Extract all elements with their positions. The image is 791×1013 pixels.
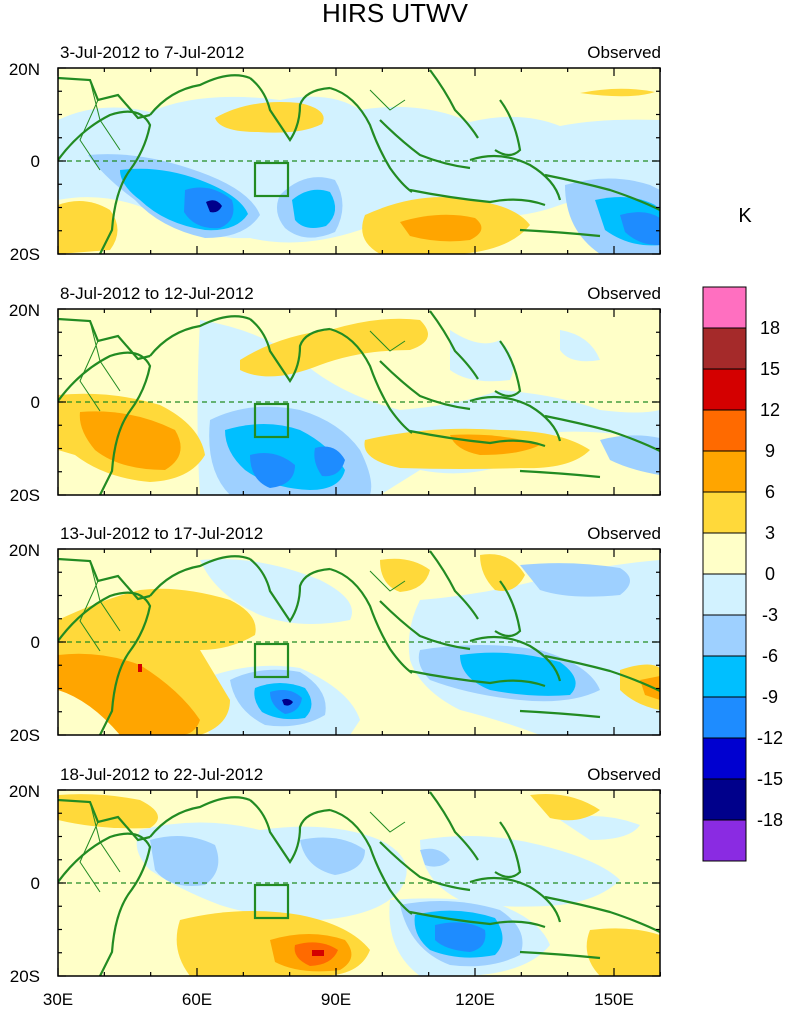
colorbar: 18 15 12 9 6 3 0 -3 -6 -9 -12 -15 -18	[702, 286, 783, 862]
panel-3: 13-Jul-2012 to 17-Jul-2012 Observed	[57, 524, 661, 736]
colorbar-swatch	[702, 778, 747, 821]
colorbar-label: -18	[757, 810, 783, 830]
lat-label: 20N	[9, 541, 40, 560]
lat-label: 20N	[9, 782, 40, 801]
lat-label: 20S	[10, 726, 40, 745]
colorbar-label: 0	[765, 564, 775, 584]
colorbar-swatch	[702, 819, 747, 862]
panel-label: Observed	[587, 765, 661, 784]
panel-period: 13-Jul-2012 to 17-Jul-2012	[60, 524, 263, 543]
lat-label: 0	[31, 393, 40, 412]
colorbar-swatch	[702, 491, 747, 534]
colorbar-label: 15	[760, 359, 780, 379]
colorbar-label: -9	[762, 687, 778, 707]
panel-period: 8-Jul-2012 to 12-Jul-2012	[60, 284, 254, 303]
lon-label: 90E	[321, 990, 351, 1009]
colorbar-label: -6	[762, 646, 778, 666]
colorbar-label: 6	[765, 482, 775, 502]
lon-axis-labels: 30E 60E 90E 120E 150E	[43, 990, 634, 1009]
lon-label: 60E	[182, 990, 212, 1009]
contour-field	[58, 68, 660, 254]
colorbar-swatch	[702, 286, 747, 329]
colorbar-label: 18	[760, 318, 780, 338]
panel-2: 8-Jul-2012 to 12-Jul-2012 Observed	[57, 284, 661, 496]
lon-label: 150E	[594, 990, 634, 1009]
lon-label: 120E	[455, 990, 495, 1009]
axis-ticks	[57, 67, 661, 977]
panel-1: 3-Jul-2012 to 7-Jul-2012 Observed	[57, 43, 661, 255]
lon-label: 30E	[43, 990, 73, 1009]
contour-field	[58, 790, 660, 976]
panel-4: 18-Jul-2012 to 22-Jul-2012 Observed	[57, 765, 661, 977]
panel-period: 3-Jul-2012 to 7-Jul-2012	[60, 43, 244, 62]
colorbar-label: 3	[765, 523, 775, 543]
colorbar-swatch	[702, 532, 747, 575]
lat-label: 0	[31, 874, 40, 893]
colorbar-swatch	[702, 450, 747, 493]
colorbar-swatch	[702, 614, 747, 657]
lat-label: 20N	[9, 60, 40, 79]
contour-field	[58, 309, 660, 495]
colorbar-swatch	[702, 409, 747, 452]
panel-label: Observed	[587, 284, 661, 303]
colorbar-swatch	[702, 737, 747, 780]
lat-axis-labels: 20N 0 20S 20N 0 20S 20N 0 20S 20N 0 20S	[9, 60, 40, 986]
colorbar-label: -15	[757, 769, 783, 789]
unit-label: K	[738, 205, 752, 227]
colorbar-swatch	[702, 573, 747, 616]
panel-label: Observed	[587, 43, 661, 62]
colorbar-label: -12	[757, 728, 783, 748]
panel-period: 18-Jul-2012 to 22-Jul-2012	[60, 765, 263, 784]
lat-label: 20N	[9, 301, 40, 320]
contour-field	[58, 549, 660, 735]
colorbar-swatch	[702, 696, 747, 739]
lat-label: 20S	[10, 967, 40, 986]
lat-label: 20S	[10, 245, 40, 264]
colorbar-label: -3	[762, 605, 778, 625]
colorbar-label: 9	[765, 441, 775, 461]
colorbar-swatch	[702, 368, 747, 411]
lat-label: 0	[31, 633, 40, 652]
colorbar-swatch	[702, 655, 747, 698]
figure-title: HIRS UTWV	[322, 0, 469, 28]
colorbar-swatch	[702, 327, 747, 370]
lat-label: 20S	[10, 486, 40, 505]
colorbar-label: 12	[760, 400, 780, 420]
panel-label: Observed	[587, 524, 661, 543]
lat-label: 0	[31, 152, 40, 171]
